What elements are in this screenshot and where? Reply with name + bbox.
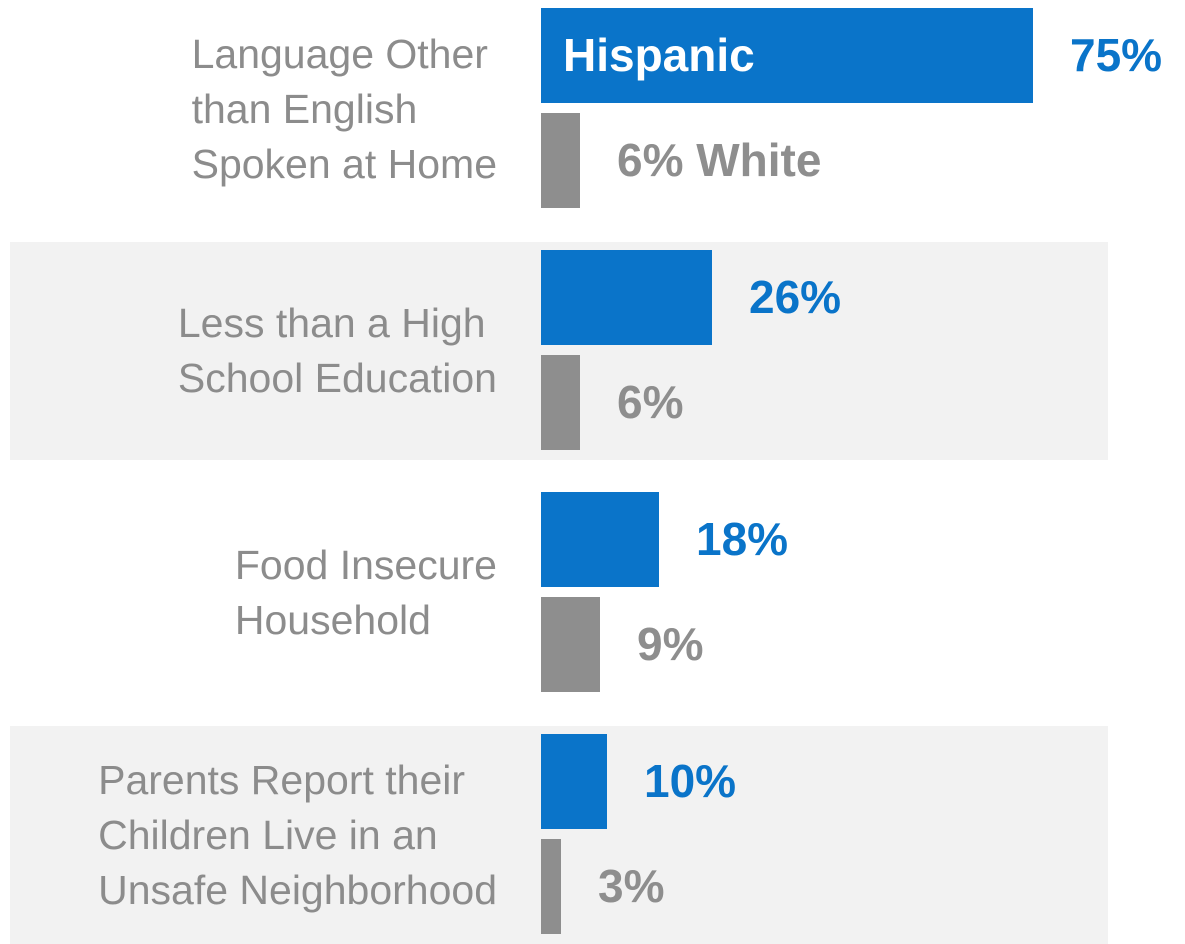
category-label-line: School Education [177,355,497,401]
category-label-line: Household [234,597,431,643]
bar-hispanic [541,8,1033,103]
legend-label-white: White [696,134,822,186]
category-label: Parents Report their Children Live in an U… [98,753,497,918]
bar-white [541,839,561,934]
value-label-hispanic: 75% [1070,29,1163,81]
category-label-line: Children Live in an [98,811,438,858]
value-label-white-number: 3% [598,860,665,912]
bar-hispanic [541,492,659,587]
value-label-white: 6% [617,355,683,450]
value-label-white: 6% White [617,113,821,208]
category-label-line: Less than a High [177,300,486,346]
category-label-line: Language Other [191,30,488,77]
value-label-hispanic: 10% [644,755,737,807]
category-label-line: Spoken at Home [191,140,497,187]
value-label-white-number: 6% [617,376,684,428]
bar-white [541,113,580,208]
bar-hispanic [541,734,607,829]
value-label-white-number: 9% [637,618,704,670]
legend-label-hispanic: Hispanic [563,29,755,81]
bar-white [541,355,580,450]
value-label-white: 9% [637,597,703,692]
category-label-line: Unsafe Neighborhood [98,866,497,913]
category-label-line: Parents Report their [98,756,466,803]
category-label: Food Insecure Household [235,538,497,648]
value-label-white-number: 6% [617,134,684,186]
bar-white [541,597,600,692]
value-label-white: 3% [598,839,664,934]
value-label-hispanic: 26% [749,271,842,323]
bar-hispanic [541,250,712,345]
category-label-line: Food Insecure [234,542,497,588]
category-label: Language Other than English Spoken at Home [192,27,497,192]
value-label-hispanic: 18% [696,513,789,565]
category-label-line: than English [191,85,418,132]
category-label: Less than a High School Education [178,296,497,406]
